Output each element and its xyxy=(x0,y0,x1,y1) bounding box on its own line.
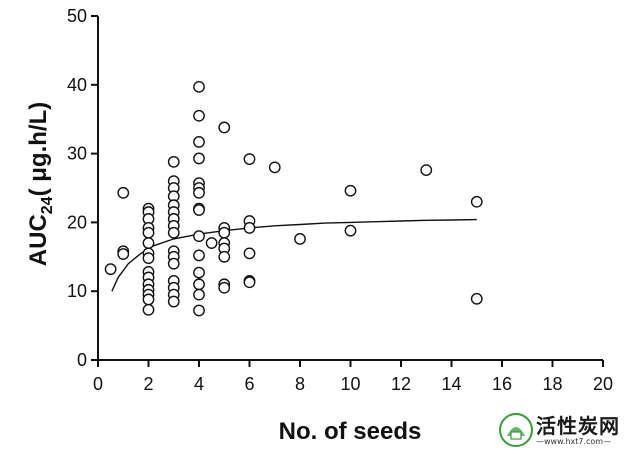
watermark-url: —www.hxt7.com— xyxy=(536,437,612,446)
x-tick-label: 18 xyxy=(542,374,562,394)
data-point xyxy=(193,304,205,317)
data-point xyxy=(104,263,117,276)
y-tick-label: 0 xyxy=(77,350,87,370)
data-point xyxy=(117,248,130,260)
data-point xyxy=(193,80,205,93)
data-point xyxy=(142,252,155,265)
watermark: 活性炭网 —www.hxt7.com— xyxy=(496,410,624,452)
data-point xyxy=(193,152,205,165)
x-tick-label: 20 xyxy=(593,374,613,394)
x-tick-label: 10 xyxy=(340,374,360,394)
x-tick-label: 0 xyxy=(93,374,103,394)
data-point xyxy=(193,204,205,216)
x-tick-label: 12 xyxy=(391,374,411,394)
data-point xyxy=(344,224,357,237)
data-point xyxy=(193,288,205,301)
leaf-logo-icon xyxy=(499,413,533,447)
data-point xyxy=(167,155,180,168)
data-point xyxy=(218,281,231,294)
data-point xyxy=(193,136,205,148)
x-tick-label: 16 xyxy=(492,374,512,394)
data-point xyxy=(193,266,205,279)
x-tick-label: 6 xyxy=(244,374,254,394)
x-tick-label: 4 xyxy=(194,374,204,394)
data-point xyxy=(294,233,306,245)
data-point xyxy=(167,226,180,239)
y-tick-label: 40 xyxy=(67,75,87,95)
data-point xyxy=(167,295,180,308)
data-point xyxy=(243,222,256,234)
watermark-url-text: www.hxt7.com xyxy=(544,437,604,446)
y-axis-title: AUC24( μg.h/L) xyxy=(25,102,56,266)
data-point xyxy=(142,303,155,316)
x-tick-label: 2 xyxy=(143,374,153,394)
data-point xyxy=(117,186,130,199)
data-point xyxy=(205,237,218,249)
data-point xyxy=(193,230,205,243)
fit-curve-layer xyxy=(111,218,477,292)
data-point xyxy=(218,226,231,239)
data-point xyxy=(268,161,281,174)
data-point xyxy=(218,121,231,134)
x-tick-label: 8 xyxy=(295,374,305,394)
y-axis: 0 10 20 30 40 50 xyxy=(67,6,99,370)
fit-curve-line xyxy=(111,218,477,292)
data-point xyxy=(218,250,231,263)
x-tick-label: 14 xyxy=(441,374,461,394)
data-point xyxy=(193,109,205,122)
data-point xyxy=(142,293,155,306)
x-axis-title: No. of seeds xyxy=(279,418,422,445)
watermark-site-name: 活性炭网 xyxy=(536,414,620,438)
y-tick-label: 20 xyxy=(67,212,87,232)
data-point xyxy=(142,237,155,249)
data-point xyxy=(470,292,483,305)
data-point xyxy=(142,226,155,239)
y-tick-label: 30 xyxy=(67,144,87,164)
y-tick-label: 50 xyxy=(67,6,87,26)
data-point xyxy=(344,184,357,197)
x-axis: 0 2 4 6 8 10 12 14 16 18 20 xyxy=(93,359,613,394)
y-axis-title-subscript: 24 xyxy=(39,196,56,214)
data-point xyxy=(193,278,205,291)
y-axis-title-rest: ( μg.h/L) xyxy=(25,102,52,197)
data-point xyxy=(243,247,256,260)
data-point xyxy=(420,164,433,177)
data-point xyxy=(193,249,205,262)
y-axis-title-main: AUC xyxy=(25,214,52,266)
data-point xyxy=(167,257,180,270)
data-point xyxy=(243,276,256,289)
data-point xyxy=(193,186,205,199)
y-tick-label: 10 xyxy=(67,281,87,301)
data-points-layer xyxy=(104,80,483,317)
data-point xyxy=(243,153,256,166)
data-point xyxy=(470,195,483,208)
